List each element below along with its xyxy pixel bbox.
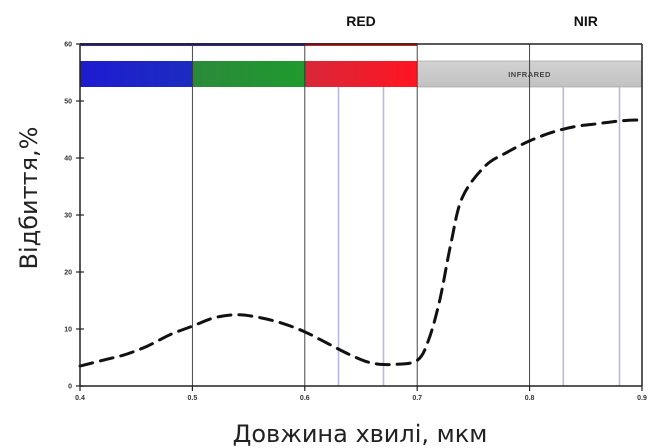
y-tick-label: 50 bbox=[64, 99, 72, 106]
y-tick-label: 60 bbox=[64, 42, 72, 49]
spectrum-band bbox=[304, 61, 418, 87]
series-lines bbox=[78, 118, 644, 368]
band-label: RED bbox=[346, 13, 376, 29]
chart-text: 0 10 20 30 40 50 60 0.4 0.5 0.6 0.7 0.8 0.9 RED NIR bbox=[64, 13, 647, 402]
band-label: NIR bbox=[574, 13, 598, 29]
vertical-reference-lines bbox=[191, 44, 621, 386]
y-tick-label: 20 bbox=[64, 270, 72, 277]
y-axis-title: Відбиття,% bbox=[15, 127, 43, 270]
x-tick-label: 0.4 bbox=[75, 395, 85, 402]
y-tick-label: 0 bbox=[68, 384, 72, 391]
y-tick-label: 10 bbox=[64, 327, 72, 334]
y-tick-label: 40 bbox=[64, 156, 72, 163]
spectrum-band bbox=[80, 61, 193, 87]
x-tick-label: 0.5 bbox=[188, 395, 198, 402]
x-tick-label: 0.9 bbox=[637, 395, 647, 402]
x-axis-title: Довжина хвилі, мкм bbox=[233, 420, 488, 448]
y-tick-label: 30 bbox=[64, 213, 72, 220]
spectrum-band bbox=[192, 61, 305, 87]
x-tick-label: 0.6 bbox=[300, 395, 310, 402]
axes bbox=[76, 43, 643, 391]
reflectance-curve bbox=[78, 118, 644, 368]
plot-area bbox=[80, 44, 642, 386]
x-tick-label: 0.7 bbox=[412, 395, 422, 402]
x-tick-label: 0.8 bbox=[525, 395, 535, 402]
